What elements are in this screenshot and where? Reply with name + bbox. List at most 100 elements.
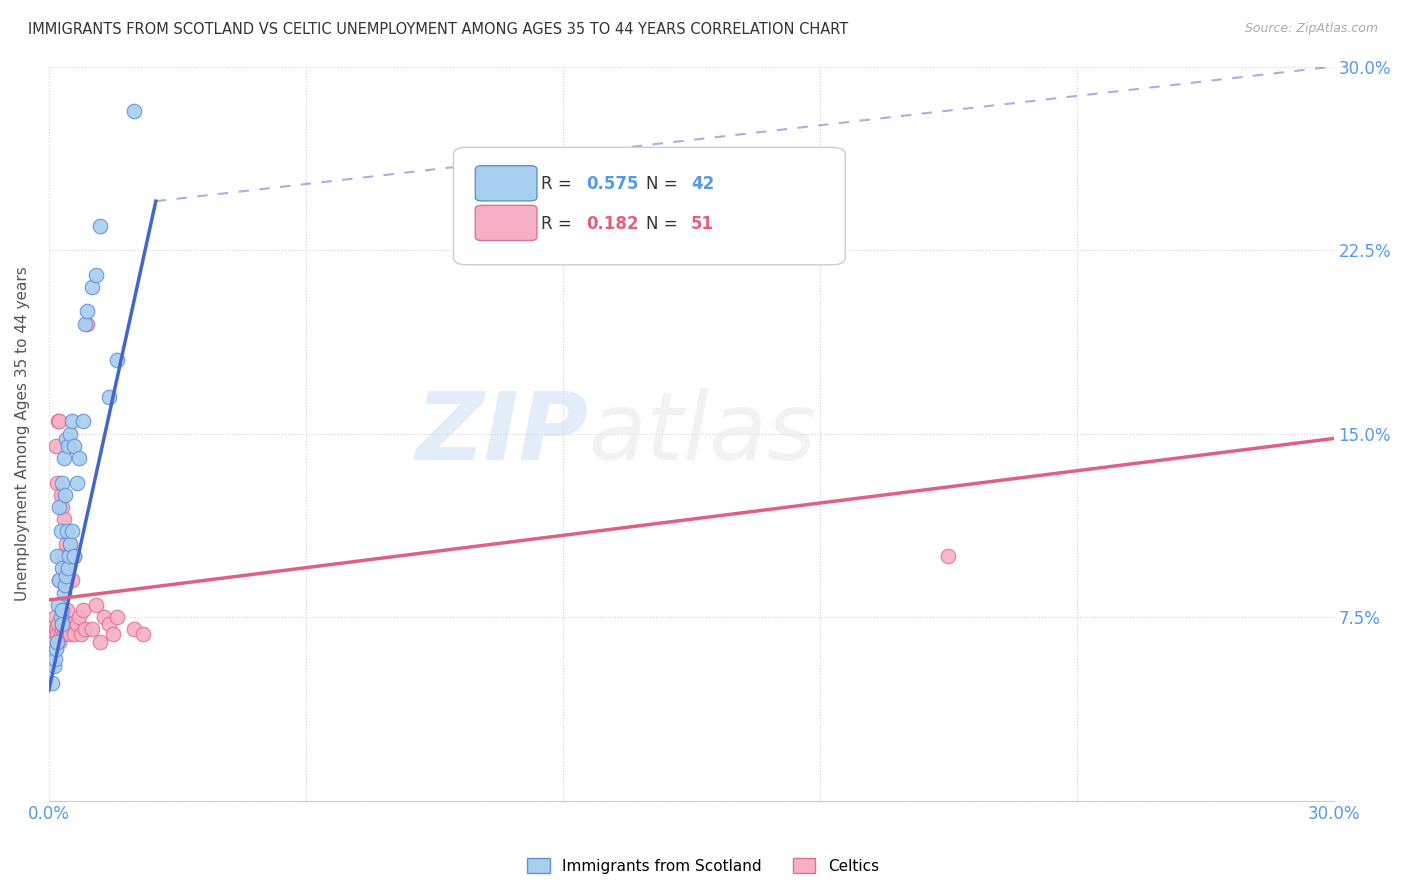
Text: ZIP: ZIP	[416, 388, 588, 480]
Text: R =: R =	[541, 215, 576, 233]
Point	[97, 390, 120, 404]
Point	[80, 623, 103, 637]
Point	[76, 304, 98, 318]
Point	[55, 627, 77, 641]
Point	[48, 414, 70, 428]
Point	[48, 574, 70, 588]
Point	[41, 627, 63, 641]
Text: 0.575: 0.575	[586, 175, 638, 193]
Point	[101, 627, 124, 641]
Point	[65, 617, 87, 632]
Point	[46, 549, 69, 563]
Point	[45, 641, 67, 656]
Point	[52, 585, 75, 599]
Point	[56, 439, 79, 453]
Text: 0.182: 0.182	[586, 215, 638, 233]
Point	[53, 561, 76, 575]
Point	[46, 598, 69, 612]
Point	[56, 561, 79, 575]
Point	[51, 617, 73, 632]
Point	[42, 617, 65, 632]
Point	[72, 603, 94, 617]
Point	[59, 537, 82, 551]
Point	[52, 451, 75, 466]
Point	[55, 568, 77, 582]
Point	[46, 617, 69, 632]
Point	[56, 549, 79, 563]
Point	[55, 524, 77, 539]
Point	[84, 598, 107, 612]
Point	[49, 627, 72, 641]
Point	[46, 627, 69, 641]
Point	[49, 488, 72, 502]
Point	[46, 475, 69, 490]
Point	[132, 627, 155, 641]
Point	[58, 617, 80, 632]
Point	[124, 103, 146, 118]
Point	[93, 610, 115, 624]
Point	[48, 574, 70, 588]
Legend: Immigrants from Scotland, Celtics: Immigrants from Scotland, Celtics	[522, 852, 884, 880]
Point	[76, 317, 98, 331]
Text: 51: 51	[692, 215, 714, 233]
Point	[63, 439, 86, 453]
Text: atlas: atlas	[588, 388, 817, 479]
Point	[42, 659, 65, 673]
Point	[49, 524, 72, 539]
Point	[53, 623, 76, 637]
Point	[58, 549, 80, 563]
Point	[55, 537, 77, 551]
Point	[105, 610, 128, 624]
Point	[42, 634, 65, 648]
Point	[936, 549, 959, 563]
Point	[72, 414, 94, 428]
Point	[41, 676, 63, 690]
Point	[65, 475, 87, 490]
Point	[51, 623, 73, 637]
Point	[89, 219, 111, 233]
Point	[53, 488, 76, 502]
Point	[48, 634, 70, 648]
Point	[70, 627, 93, 641]
Point	[49, 610, 72, 624]
Point	[55, 432, 77, 446]
Point	[60, 574, 83, 588]
Text: IMMIGRANTS FROM SCOTLAND VS CELTIC UNEMPLOYMENT AMONG AGES 35 TO 44 YEARS CORREL: IMMIGRANTS FROM SCOTLAND VS CELTIC UNEMP…	[28, 22, 848, 37]
Point	[105, 353, 128, 368]
Point	[45, 439, 67, 453]
Point	[63, 627, 86, 641]
Y-axis label: Unemployment Among Ages 35 to 44 years: Unemployment Among Ages 35 to 44 years	[15, 266, 30, 601]
Point	[45, 623, 67, 637]
Point	[53, 578, 76, 592]
Point	[60, 617, 83, 632]
Point	[44, 610, 66, 624]
Point	[97, 617, 120, 632]
Point	[51, 561, 73, 575]
Point	[67, 610, 90, 624]
Point	[75, 623, 97, 637]
Text: 42: 42	[692, 175, 714, 193]
Point	[89, 634, 111, 648]
Point	[59, 537, 82, 551]
Point	[51, 603, 73, 617]
Point	[51, 549, 73, 563]
Point	[51, 617, 73, 632]
Point	[59, 627, 82, 641]
Point	[52, 627, 75, 641]
Point	[46, 414, 69, 428]
FancyBboxPatch shape	[475, 166, 537, 201]
FancyBboxPatch shape	[475, 205, 537, 241]
Point	[46, 634, 69, 648]
Point	[63, 549, 86, 563]
Point	[56, 623, 79, 637]
Point	[51, 475, 73, 490]
Point	[60, 524, 83, 539]
Text: Source: ZipAtlas.com: Source: ZipAtlas.com	[1244, 22, 1378, 36]
Point	[60, 414, 83, 428]
Text: N =: N =	[647, 215, 683, 233]
Point	[80, 280, 103, 294]
Point	[75, 317, 97, 331]
Point	[67, 451, 90, 466]
Point	[59, 426, 82, 441]
Point	[63, 549, 86, 563]
